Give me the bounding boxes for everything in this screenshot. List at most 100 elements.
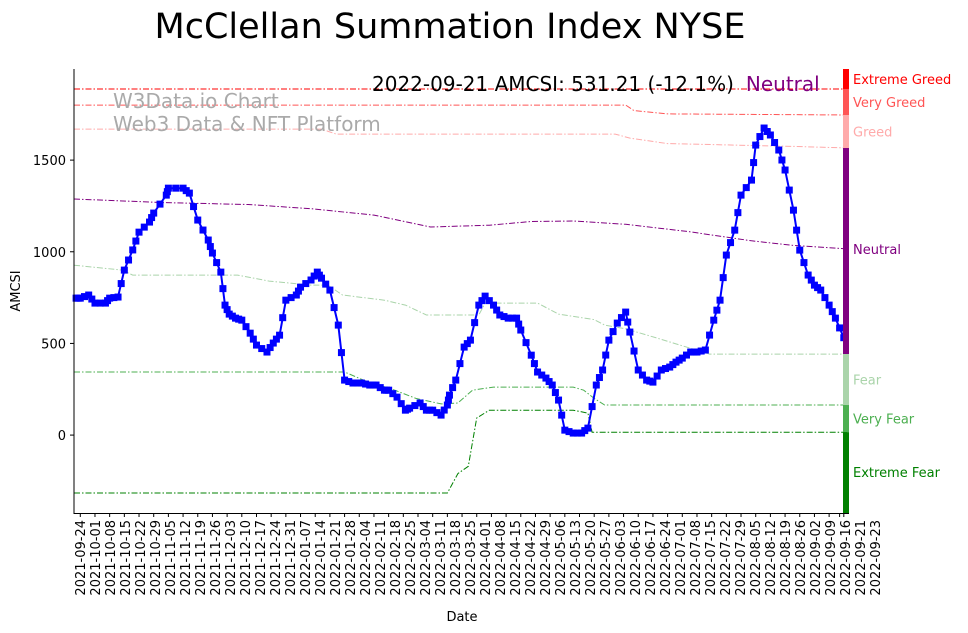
data-point: [530, 360, 538, 368]
watermark-line-2: Web3 Data & NFT Platform: [113, 112, 381, 136]
data-point: [626, 328, 634, 336]
x-tick-label: 2022-06-03: [614, 520, 629, 596]
data-point: [785, 186, 793, 194]
data-point: [279, 314, 287, 322]
x-tick-label: 2022-08-12: [764, 520, 779, 596]
x-tick-label: 2022-08-05: [749, 520, 764, 596]
data-point: [737, 191, 745, 199]
data-point: [825, 301, 833, 309]
data-point: [419, 403, 427, 411]
data-point: [748, 176, 756, 184]
zone-segment-very-greed: [843, 88, 849, 116]
x-tick-label: 2022-07-22: [719, 520, 734, 596]
zone-label-extreme-fear: Extreme Fear: [853, 466, 941, 481]
data-point: [584, 424, 592, 432]
x-tick-label: 2022-09-16: [839, 520, 854, 596]
data-point: [697, 347, 705, 355]
data-point: [592, 381, 600, 389]
data-point: [110, 294, 118, 302]
data-point: [206, 243, 214, 251]
data-point: [96, 299, 104, 307]
x-tick-label: 2022-08-19: [779, 520, 794, 596]
y-tick-label: 0: [58, 429, 66, 444]
data-point: [731, 226, 739, 234]
x-tick-label: 2022-07-29: [734, 520, 749, 596]
axes: [73, 69, 849, 514]
data-point: [475, 301, 483, 309]
data-point: [444, 396, 452, 404]
data-point: [561, 426, 569, 434]
threshold-line-fear: [73, 264, 848, 355]
data-point: [569, 429, 577, 437]
data-point: [164, 184, 172, 192]
data-point: [353, 379, 361, 387]
data-point: [223, 306, 231, 314]
x-tick-label: 2022-09-21: [854, 520, 869, 596]
data-point: [199, 226, 207, 234]
zone-segment-extreme-greed: [843, 69, 849, 89]
data-point: [778, 156, 786, 164]
data-point: [555, 396, 563, 404]
threshold-lines: [73, 88, 849, 494]
x-tick-label: 2022-09-09: [824, 520, 839, 596]
data-point: [258, 345, 266, 353]
x-tick-label: 2021-11-05: [164, 520, 179, 596]
data-point: [242, 323, 250, 331]
data-point: [565, 428, 573, 436]
data-point: [249, 335, 257, 343]
data-point: [263, 348, 271, 356]
data-point: [114, 293, 122, 301]
threshold-line-very-fear: [74, 371, 848, 406]
zone-segment-fear: [843, 354, 849, 406]
zone-label-greed: Greed: [853, 126, 892, 141]
data-point: [106, 294, 114, 302]
data-point: [682, 351, 690, 359]
data-point: [534, 368, 542, 376]
data-point: [440, 406, 448, 414]
threshold-line-greed: [74, 128, 849, 149]
y-tick-label: 1500: [33, 154, 66, 169]
x-tick-label: 2022-07-01: [674, 520, 689, 596]
data-point: [307, 276, 315, 284]
data-point: [269, 339, 277, 347]
data-point: [302, 280, 310, 288]
data-point: [88, 295, 96, 303]
y-tick-label: 500: [41, 337, 66, 352]
data-point: [522, 339, 530, 347]
x-tick-label: 2022-03-18: [449, 520, 464, 596]
watermark-line-1: W3Data.io Chart: [113, 89, 279, 113]
data-point: [117, 280, 125, 288]
x-tick-label: 2022-04-15: [509, 520, 524, 596]
data-point: [372, 381, 380, 389]
x-ticks: 2021-09-24 2021-10-01 2021-10-08 2021-10-15…: [74, 513, 884, 596]
x-tick-label: 2022-04-08: [494, 520, 509, 596]
x-tick-label: 2021-10-01: [89, 520, 104, 596]
data-point: [246, 329, 254, 337]
data-point: [793, 226, 801, 234]
data-point: [789, 206, 797, 214]
data-point: [156, 200, 164, 208]
data-point: [341, 376, 349, 384]
data-point: [172, 184, 180, 192]
data-point: [376, 384, 384, 392]
data-point: [727, 239, 735, 247]
data-point: [756, 133, 764, 141]
zone-label-very-greed: Very Greed: [853, 96, 925, 111]
data-point: [357, 379, 365, 387]
data-point: [742, 184, 750, 192]
x-tick-label: 2022-02-18: [389, 520, 404, 596]
data-point: [602, 351, 610, 359]
data-point: [443, 401, 451, 409]
data-point: [821, 294, 829, 302]
data-point: [471, 319, 479, 327]
data-point: [345, 378, 353, 386]
data-point: [719, 274, 727, 282]
data-point: [693, 348, 701, 356]
data-point: [452, 376, 460, 384]
x-tick-label: 2022-05-20: [584, 520, 599, 596]
data-point: [208, 249, 216, 257]
x-tick-label: 2021-10-22: [134, 520, 149, 596]
x-tick-label: 2022-02-04: [359, 520, 374, 596]
data-point: [766, 131, 774, 139]
data-point: [318, 274, 326, 282]
